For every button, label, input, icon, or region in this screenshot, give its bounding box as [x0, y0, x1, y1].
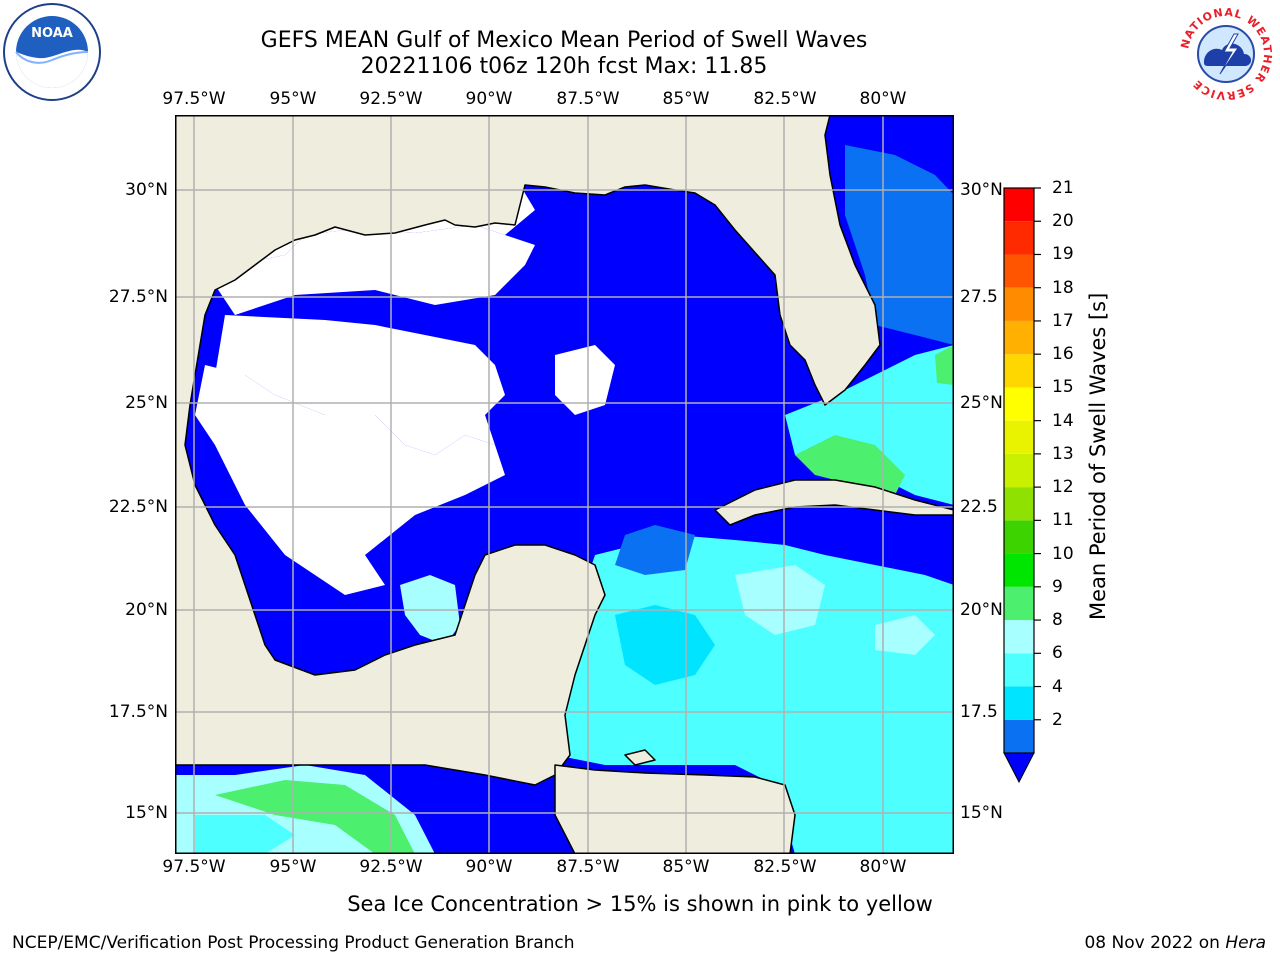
colorbar-segments [1004, 188, 1034, 753]
colorbar-tick-label: 13 [1052, 443, 1074, 464]
colorbar-segment [1004, 620, 1034, 654]
undefined-region-west-gulf [195, 170, 535, 595]
lon-tick-top: 95°W [269, 89, 317, 109]
lat-tick-left: 30°N [125, 180, 168, 200]
footer-date: 08 Nov 2022 on Hera [1084, 933, 1266, 953]
colorbar-tick-label: 2 [1052, 709, 1063, 730]
footer-date-text: 08 Nov 2022 on [1084, 933, 1226, 953]
lon-tick-bottom: 80°W [859, 857, 907, 877]
swell-9to10-bahamas [935, 345, 954, 385]
nws-logo: NATIONAL WEATHER SERVICE [1178, 6, 1274, 102]
lon-tick-bottom: 92.5°W [359, 857, 423, 877]
lat-tick-left: 27.5°N [108, 287, 168, 307]
swell-2to4-yucatan [615, 525, 695, 575]
colorbar-segment [1004, 586, 1034, 621]
colorbar-tick-label: 21 [1052, 178, 1074, 198]
colorbar-segment [1004, 221, 1034, 255]
colorbar-segment [1004, 453, 1034, 488]
lat-tick-right: 20°N [960, 600, 1003, 620]
lon-tick-bottom: 90°W [465, 857, 513, 877]
colorbar-segment [1004, 188, 1034, 222]
colorbar-segment [1004, 287, 1034, 321]
colorbar-segment [1004, 487, 1034, 521]
colorbar-tick-label: 9 [1052, 576, 1063, 597]
lon-tick-bottom: 95°W [269, 857, 317, 877]
noaa-logo-text: NOAA [31, 26, 73, 41]
colorbar-segment [1004, 653, 1034, 687]
lon-tick-bottom: 97.5°W [162, 857, 226, 877]
land-north-america [175, 115, 954, 786]
colorbar-tick-label: 15 [1052, 377, 1074, 398]
colorbar-tick-label: 18 [1052, 277, 1074, 298]
lon-tick-top: 87.5°W [556, 89, 620, 109]
lat-tick-right: 30°N [960, 180, 1003, 200]
lon-tick-bottom: 82.5°W [753, 857, 817, 877]
colorbar-segment [1004, 254, 1034, 288]
land-masses [175, 115, 954, 854]
undefined-region-central-gulf [215, 225, 615, 455]
lat-tick-left: 22.5°N [108, 497, 168, 517]
colorbar-segment [1004, 520, 1034, 554]
lat-tick-right: 15°N [960, 803, 1003, 823]
swell-9to11-pacific [215, 780, 415, 854]
swell-8to9-patch [735, 565, 935, 655]
lat-tick-right: 25°N [960, 393, 1003, 413]
lat-tick-right: 22.5 [960, 497, 998, 517]
lat-tick-left: 15°N [125, 803, 168, 823]
colorbar-frame [1003, 187, 1035, 754]
lon-tick-bottom: 85°W [662, 857, 710, 877]
colorbar-tick-label: 10 [1052, 543, 1074, 564]
noaa-logo: NOAA [3, 3, 101, 101]
swell-4to6-atlantic [845, 145, 954, 345]
colorbar-segment [1004, 354, 1034, 388]
lat-tick-left: 17.5°N [108, 702, 168, 722]
colorbar-tick-label: 17 [1052, 310, 1074, 331]
colorbar-tick-label: 8 [1052, 610, 1063, 631]
colorbar-tick-label: 16 [1052, 344, 1074, 365]
swell-4to6-pacific [195, 815, 295, 854]
colorbar-tick-label: 20 [1052, 211, 1074, 232]
lon-tick-top: 92.5°W [359, 89, 423, 109]
footer-machine: Hera [1225, 933, 1266, 953]
map-panel [175, 115, 954, 854]
colorbar-tick-label: 19 [1052, 244, 1074, 265]
land-jamaica [624, 749, 656, 766]
land-central-america [554, 764, 796, 854]
colorbar-segment [1004, 553, 1034, 587]
swell-4to8-florida-straits [785, 345, 954, 505]
lat-tick-left: 25°N [125, 393, 168, 413]
colorbar-segment [1004, 320, 1034, 355]
graticule [175, 115, 954, 854]
colorbar-extend-triangle [1003, 752, 1035, 784]
colorbar-tick-label: 11 [1052, 510, 1074, 531]
land-cuba [714, 479, 954, 526]
lon-tick-top: 85°W [662, 89, 710, 109]
lat-tick-right: 17.5 [960, 702, 998, 722]
colorbar-segment [1004, 387, 1034, 421]
colorbar-tick-label: 6 [1052, 643, 1063, 664]
footer-credit: NCEP/EMC/Verification Post Processing Pr… [12, 933, 575, 953]
map-title: GEFS MEAN Gulf of Mexico Mean Period of … [260, 28, 868, 53]
colorbar-tick-label: 12 [1052, 477, 1074, 498]
colorbar-label: Mean Period of Swell Waves [s] [1086, 292, 1110, 620]
map-subtitle: 20221106 t06z 120h fcst Max: 11.85 [360, 54, 768, 79]
swell-9to10-florida-straits [795, 435, 905, 495]
lon-tick-top: 80°W [859, 89, 907, 109]
colorbar-tick-label: 4 [1052, 676, 1063, 697]
lat-tick-left: 20°N [125, 600, 168, 620]
lon-tick-top: 97.5°W [162, 89, 226, 109]
lon-tick-top: 82.5°W [753, 89, 817, 109]
lon-tick-top: 90°W [465, 89, 513, 109]
map-frame [175, 115, 954, 854]
colorbar-tick-label: 14 [1052, 410, 1074, 431]
swell-6to8-patch [615, 605, 715, 685]
colorbar-segment [1004, 686, 1034, 720]
colorbar-segment [1004, 719, 1034, 753]
sea-ice-note: Sea Ice Concentration > 15% is shown in … [347, 892, 933, 916]
colorbar-segment [1004, 420, 1034, 454]
lat-tick-right: 27.5 [960, 287, 998, 307]
lon-tick-bottom: 87.5°W [556, 857, 620, 877]
colorbar [1003, 187, 1041, 784]
